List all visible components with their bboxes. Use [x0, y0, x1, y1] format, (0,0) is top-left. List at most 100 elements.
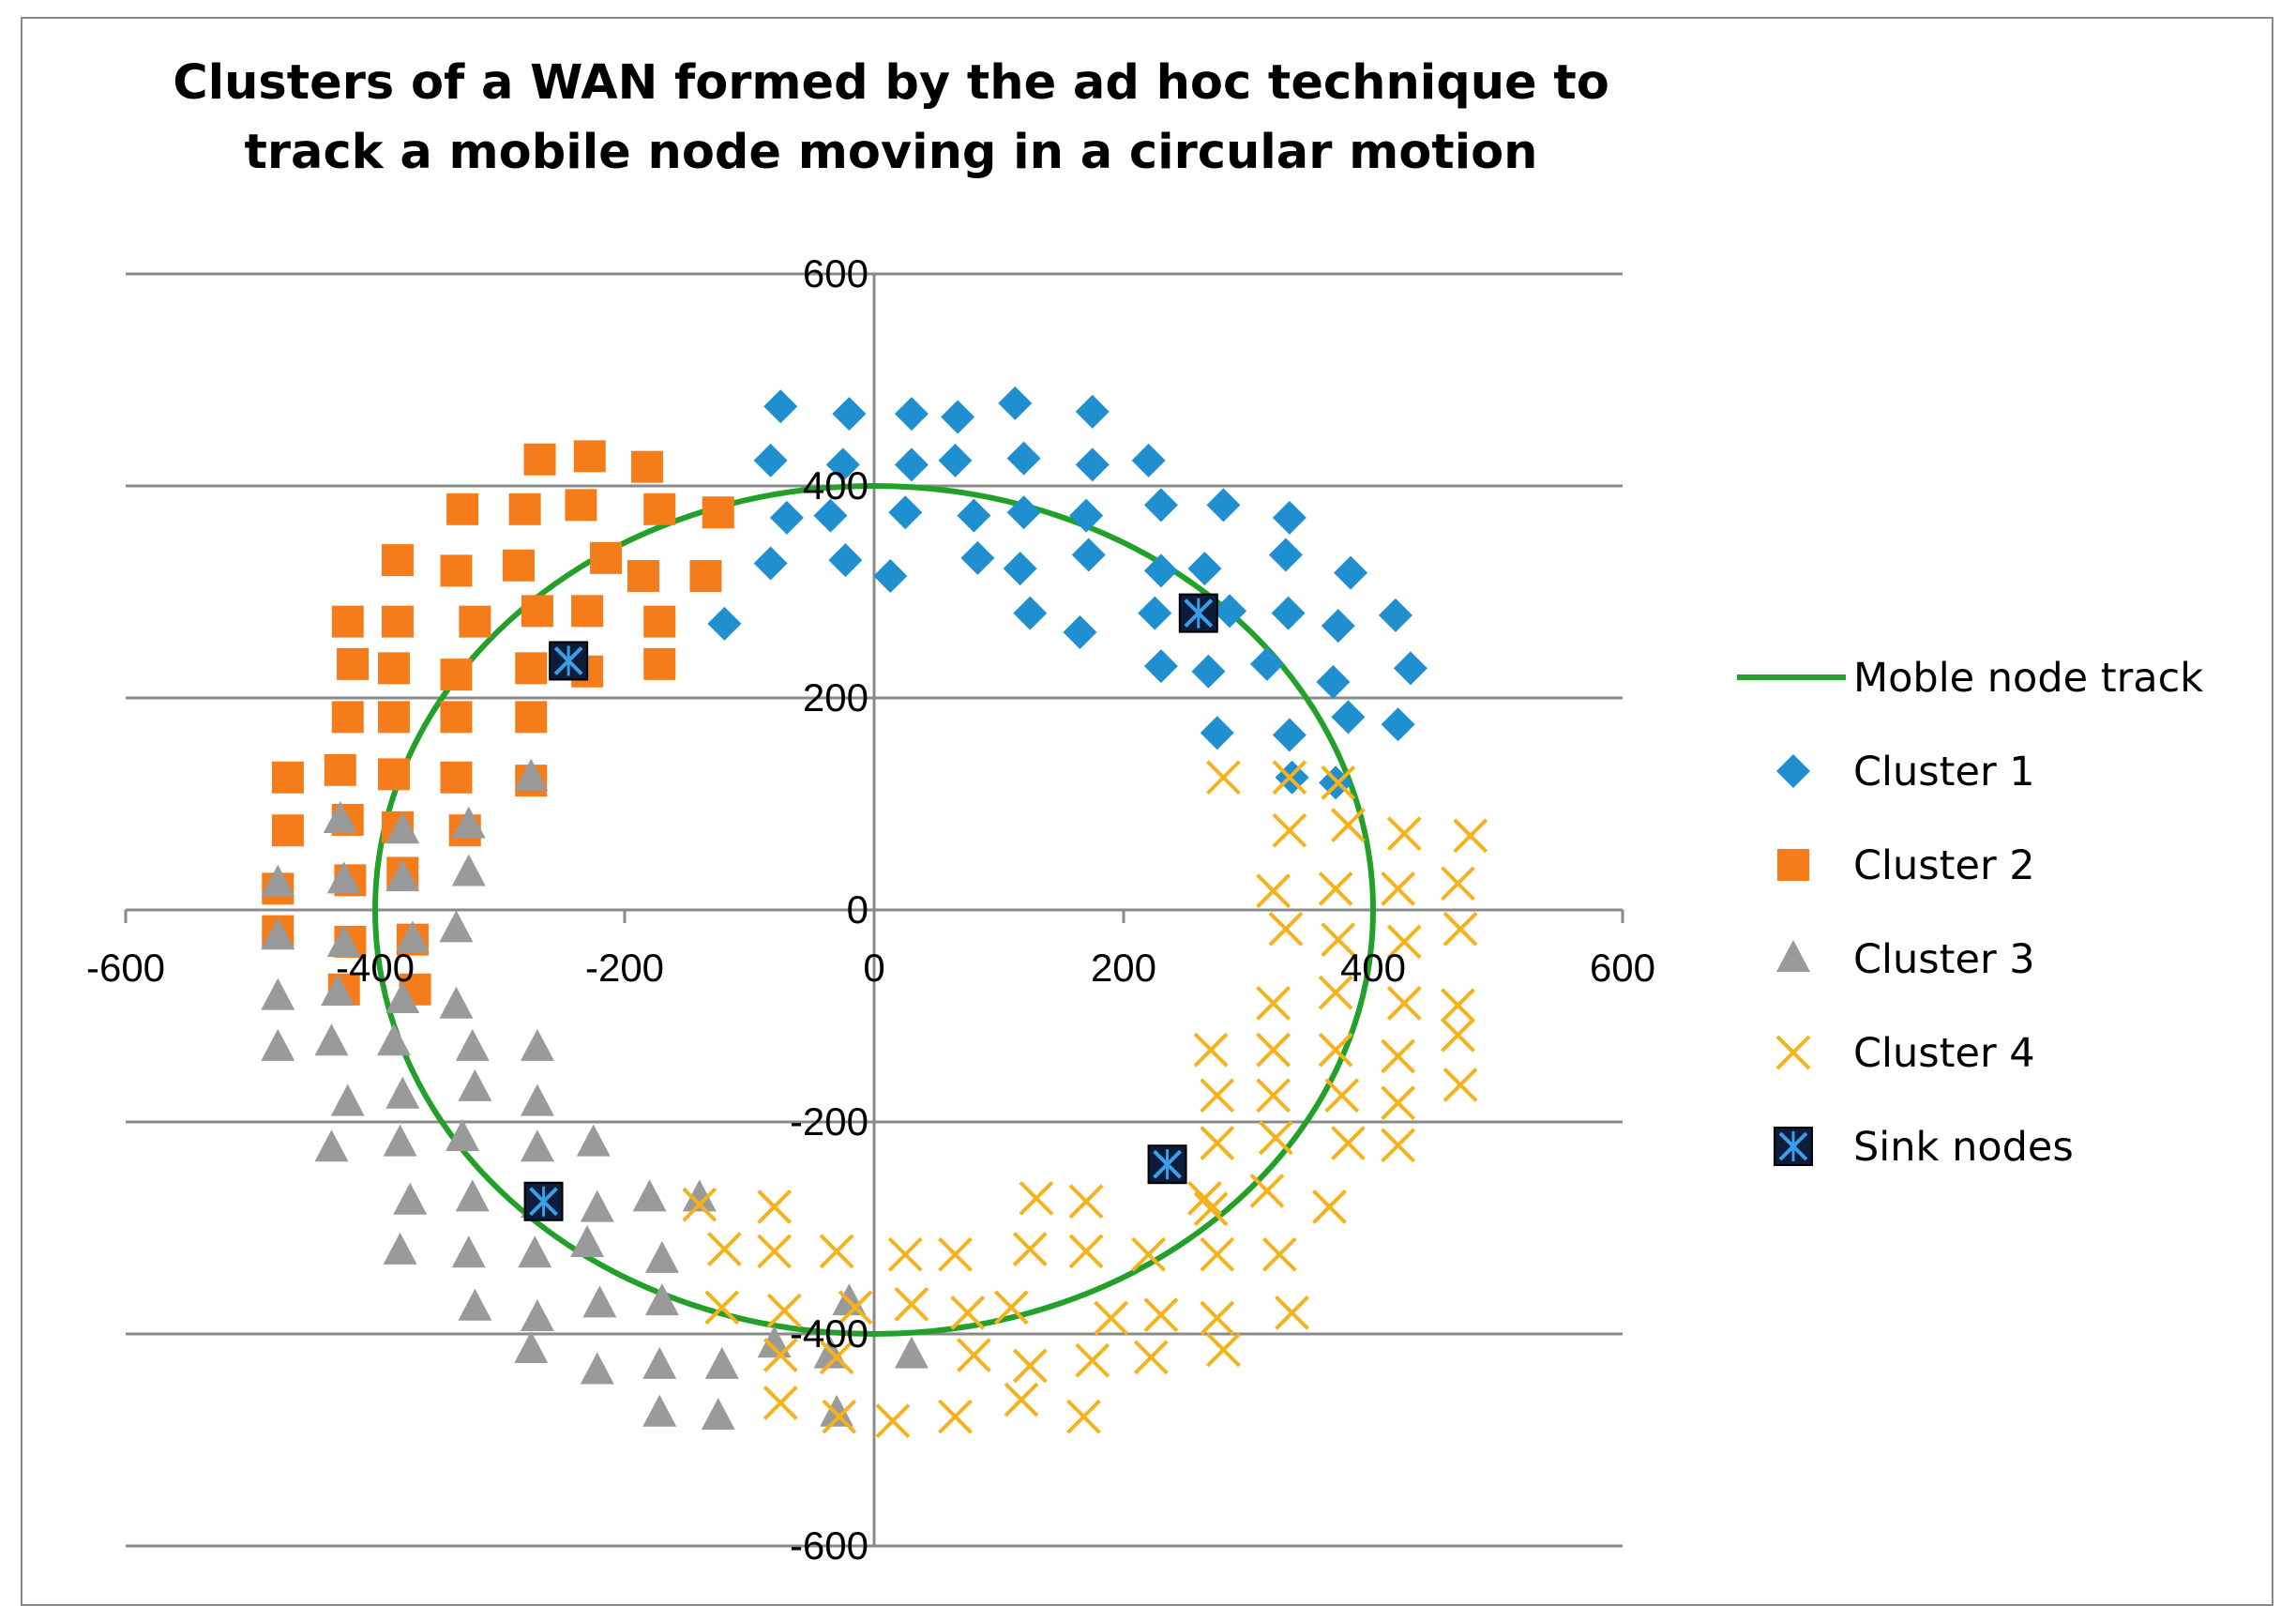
- cluster-point: [385, 1076, 420, 1109]
- cluster-point: [1063, 614, 1097, 649]
- cluster-point: [627, 560, 659, 593]
- cluster-point: [819, 1340, 854, 1375]
- legend-item: Cluster 3: [1776, 936, 2035, 983]
- cluster-point: [1321, 765, 1356, 800]
- cluster-point: [1271, 596, 1306, 630]
- cluster-point: [820, 1394, 854, 1427]
- legend-swatch: [1775, 1035, 1811, 1070]
- y-tick-label: 400: [803, 463, 869, 508]
- cluster-point: [570, 1224, 605, 1257]
- cluster-point: [1191, 654, 1226, 689]
- legend-item: Moble node track: [1737, 655, 2203, 702]
- cluster-point: [459, 605, 491, 638]
- cluster-point: [1193, 1032, 1229, 1068]
- cluster-point: [757, 1234, 793, 1269]
- cluster-point: [1453, 818, 1488, 854]
- cluster-point: [515, 701, 548, 734]
- sink-node-point: [549, 641, 589, 681]
- cluster-point: [1334, 555, 1368, 590]
- cluster-point: [1068, 1184, 1104, 1220]
- cluster-point: [838, 1290, 873, 1326]
- legend-label: Cluster 3: [1853, 936, 2035, 983]
- cluster-point: [451, 854, 486, 886]
- cluster-point: [576, 1124, 611, 1157]
- cluster-point: [704, 1290, 740, 1326]
- cluster-point: [455, 1179, 490, 1212]
- cluster-point: [887, 1236, 923, 1272]
- cluster-point: [938, 1236, 973, 1272]
- cluster-point: [1213, 594, 1247, 629]
- cluster-point: [873, 559, 908, 594]
- chart-title: Clusters of a WAN formed by the ad hoc t…: [173, 55, 1609, 180]
- cluster-point: [644, 1240, 679, 1273]
- cluster-point: [271, 814, 304, 847]
- cluster-point: [888, 495, 923, 530]
- cluster-point: [950, 1295, 986, 1330]
- cluster-point: [1268, 538, 1303, 572]
- cluster-point: [819, 1234, 854, 1269]
- cluster-point: [1205, 1332, 1241, 1368]
- cluster-point: [314, 1023, 349, 1056]
- cluster-point: [1066, 1399, 1101, 1434]
- x-tick-label: 400: [1340, 946, 1406, 990]
- x-tick-label: 0: [863, 946, 884, 990]
- cluster-point: [1386, 816, 1422, 852]
- cluster-point: [1006, 495, 1041, 530]
- cluster-point: [440, 761, 473, 794]
- cluster-point: [1019, 1180, 1054, 1216]
- legend-item: Sink nodes: [1774, 1124, 2074, 1171]
- legend-label: Cluster 1: [1853, 749, 2035, 795]
- cluster-point: [331, 605, 364, 638]
- cluster-point: [331, 701, 364, 734]
- sink-node-point: [1147, 1144, 1187, 1185]
- cluster-point: [1318, 871, 1353, 906]
- cluster-point: [440, 659, 473, 691]
- cluster-point: [590, 541, 623, 574]
- cluster-point: [383, 1232, 417, 1265]
- cluster-point: [1386, 924, 1422, 960]
- cluster-point: [261, 917, 295, 950]
- cluster-point: [385, 981, 420, 1014]
- cluster-point: [1441, 988, 1475, 1023]
- cluster-point: [385, 859, 420, 892]
- cluster-point: [894, 447, 929, 482]
- cluster-point: [766, 1293, 802, 1328]
- cluster-point: [822, 1399, 857, 1434]
- cluster-point: [894, 1286, 929, 1322]
- cluster-point: [825, 447, 860, 482]
- cluster-point: [395, 920, 430, 953]
- cluster-point: [643, 492, 676, 525]
- cluster-point: [689, 560, 722, 593]
- cluster-point: [1249, 646, 1284, 681]
- cluster-point: [376, 1023, 411, 1056]
- cluster-point: [520, 1129, 554, 1162]
- cluster-point: [261, 864, 295, 897]
- cluster-point: [757, 1189, 793, 1224]
- cluster-point: [1075, 447, 1110, 482]
- cluster-point: [1441, 1017, 1475, 1053]
- cluster-point: [330, 1083, 365, 1116]
- cluster-point: [1143, 488, 1178, 523]
- cluster-point: [446, 492, 479, 525]
- cluster-point: [337, 647, 370, 680]
- legend-swatch: [1776, 940, 1810, 972]
- cluster-point: [1381, 871, 1416, 906]
- cluster-point: [1200, 1126, 1235, 1161]
- cluster-point: [630, 450, 663, 483]
- cluster-point: [1272, 718, 1307, 752]
- cluster-point: [573, 440, 606, 473]
- cluster-point: [1200, 1300, 1235, 1336]
- cluster-point: [1075, 394, 1110, 429]
- legend: Moble node track Cluster 1 Cluster 2 Cluste…: [1737, 655, 2203, 1171]
- cluster-point: [763, 1386, 798, 1420]
- cluster-point: [523, 443, 556, 476]
- cluster-point: [377, 758, 410, 791]
- legend-item: Cluster 1: [1776, 749, 2035, 795]
- cluster-point: [451, 806, 486, 839]
- cluster-point: [1075, 1342, 1110, 1378]
- cluster-point: [813, 498, 848, 533]
- x-tick-label: 600: [1590, 946, 1655, 990]
- cluster-point: [323, 800, 357, 833]
- cluster-point: [1393, 651, 1427, 686]
